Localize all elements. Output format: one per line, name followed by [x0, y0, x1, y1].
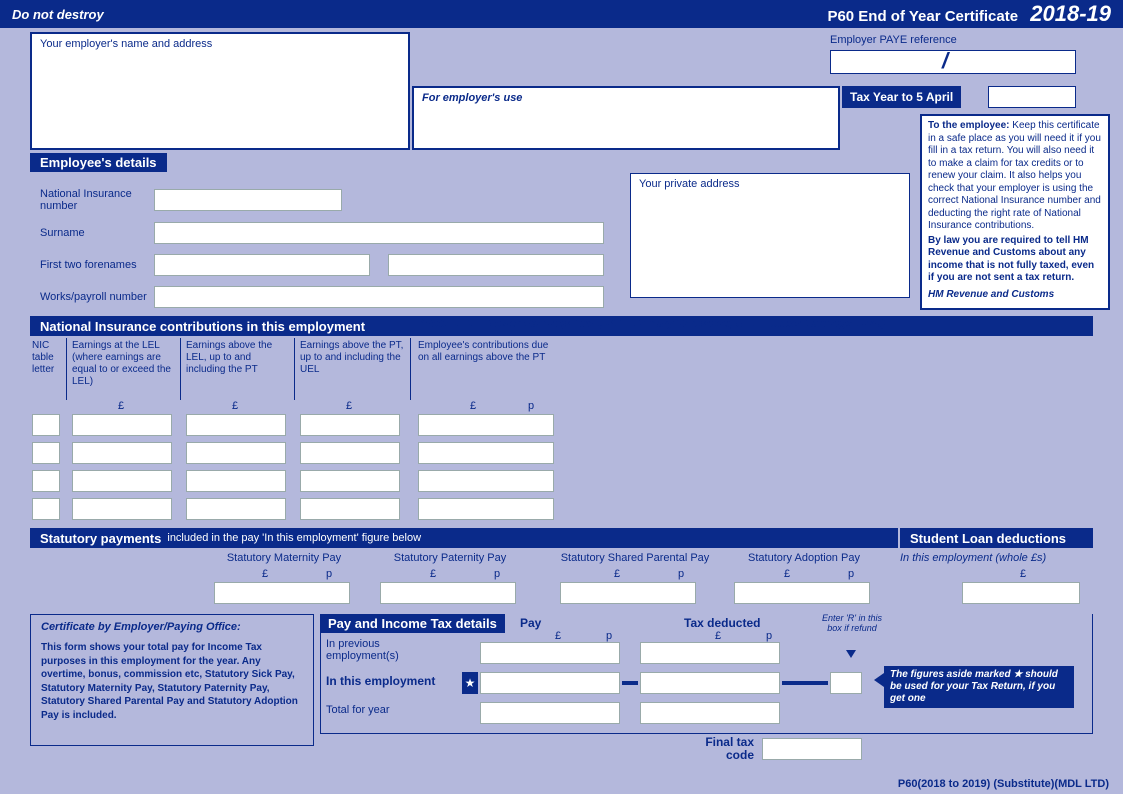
- forename2-input[interactable]: [388, 254, 604, 276]
- hmrc-signature: HM Revenue and Customs: [928, 289, 1102, 302]
- private-address-box[interactable]: Your private address: [630, 173, 910, 298]
- certificate-box: Certificate by Employer/Paying Office: T…: [30, 614, 314, 746]
- ni-abovelel-1[interactable]: [186, 414, 286, 436]
- star-icon: ★: [462, 672, 478, 694]
- certificate-heading: Certificate by Employer/Paying Office:: [41, 621, 303, 633]
- ni-header-letter: NIC table letter: [32, 340, 66, 376]
- employer-name-address-box[interactable]: Your employer's name and address: [30, 32, 410, 150]
- arrow-left-icon: [874, 673, 884, 687]
- final-tax-code-label: Final tax code: [684, 736, 754, 762]
- ni-letter-2[interactable]: [32, 442, 60, 464]
- employer-use-label: For employer's use: [422, 92, 522, 104]
- ni-abovept-4[interactable]: [300, 498, 400, 520]
- ni-contrib-4[interactable]: [418, 498, 554, 520]
- arrow-down-icon: [846, 650, 856, 658]
- paye-label: Employer PAYE reference: [830, 34, 957, 46]
- ni-abovept-3[interactable]: [300, 470, 400, 492]
- student-loan-sub: In this employment (whole £s): [900, 552, 1080, 564]
- ni-letter-1[interactable]: [32, 414, 60, 436]
- final-tax-code-input[interactable]: [762, 738, 862, 760]
- p60-form: Do not destroy P60 End of Year Certifica…: [0, 0, 1123, 794]
- employee-notice: To the employee: Keep this certificate i…: [920, 114, 1110, 310]
- total-label: Total for year: [326, 704, 390, 716]
- forename1-input[interactable]: [154, 254, 370, 276]
- pay-section-heading: Pay and Income Tax details: [320, 614, 505, 633]
- certificate-body: This form shows your total pay for Incom…: [41, 641, 303, 722]
- refund-r-input[interactable]: [830, 672, 862, 694]
- tax-head: Tax deducted: [684, 616, 760, 630]
- adoption-input[interactable]: [734, 582, 870, 604]
- paye-reference-input[interactable]: [830, 50, 1076, 74]
- ni-header-above-pt: Earnings above the PT, up to and includi…: [300, 340, 404, 376]
- prev-emp-label: In previous employment(s): [326, 638, 438, 662]
- tax-year-input[interactable]: [988, 86, 1076, 108]
- ni-section-note: (Note: LEL = Lower Earnings Limit, PT = …: [420, 318, 885, 330]
- ni-lel-2[interactable]: [72, 442, 172, 464]
- student-loan-bar: Student Loan deductions: [900, 528, 1093, 548]
- ni-abovelel-2[interactable]: [186, 442, 286, 464]
- maternity-label: Statutory Maternity Pay: [214, 552, 354, 564]
- sharedparental-label: Statutory Shared Parental Pay: [550, 552, 720, 564]
- star-note: The figures aside marked ★ should be use…: [884, 666, 1074, 708]
- forenames-label: First two forenames: [40, 259, 154, 271]
- topbar: Do not destroy P60 End of Year Certifica…: [0, 0, 1123, 28]
- footer-text: P60(2018 to 2019) (Substitute)(MDL LTD): [898, 778, 1109, 790]
- sharedparental-input[interactable]: [560, 582, 696, 604]
- ni-contrib-1[interactable]: [418, 414, 554, 436]
- employer-name-address-label: Your employer's name and address: [40, 38, 212, 50]
- this-tax-input[interactable]: [640, 672, 780, 694]
- form-year: 2018-19: [1030, 1, 1111, 26]
- payroll-input[interactable]: [154, 286, 604, 308]
- ni-lel-1[interactable]: [72, 414, 172, 436]
- ni-abovelel-3[interactable]: [186, 470, 286, 492]
- employer-use-box[interactable]: For employer's use: [412, 86, 840, 150]
- ni-number-input[interactable]: [154, 189, 342, 211]
- pay-head: Pay: [520, 616, 541, 630]
- surname-input[interactable]: [154, 222, 604, 244]
- paternity-label: Statutory Paternity Pay: [380, 552, 520, 564]
- ni-contrib-2[interactable]: [418, 442, 554, 464]
- total-pay-input[interactable]: [480, 702, 620, 724]
- ni-header-above-lel: Earnings above the LEL, up to and includ…: [186, 340, 290, 376]
- statutory-bar: Statutory payments included in the pay '…: [30, 528, 898, 548]
- payroll-label: Works/payroll number: [40, 291, 154, 303]
- ni-lel-3[interactable]: [72, 470, 172, 492]
- maternity-input[interactable]: [214, 582, 350, 604]
- surname-label: Surname: [40, 227, 154, 239]
- refund-note: Enter 'R' in this box if refund: [822, 614, 882, 634]
- form-title: P60 End of Year Certificate 2018-19: [827, 1, 1111, 27]
- ni-letter-4[interactable]: [32, 498, 60, 520]
- adoption-label: Statutory Adoption Pay: [734, 552, 874, 564]
- paye-slash: /: [942, 48, 948, 74]
- prev-tax-input[interactable]: [640, 642, 780, 664]
- student-loan-input[interactable]: [962, 582, 1080, 604]
- ni-header-contrib: Employee's contributions due on all earn…: [418, 340, 558, 364]
- ni-header-lel: Earnings at the LEL (where earnings are …: [72, 340, 176, 388]
- ni-abovept-1[interactable]: [300, 414, 400, 436]
- employee-details-heading: Employee's details: [30, 153, 167, 172]
- tax-year-label: Tax Year to 5 April: [842, 86, 961, 108]
- total-tax-input[interactable]: [640, 702, 780, 724]
- do-not-destroy: Do not destroy: [12, 7, 104, 22]
- ni-abovept-2[interactable]: [300, 442, 400, 464]
- paternity-input[interactable]: [380, 582, 516, 604]
- ni-lel-4[interactable]: [72, 498, 172, 520]
- ni-number-label: National Insurance number: [40, 188, 154, 212]
- ni-letter-3[interactable]: [32, 470, 60, 492]
- private-address-label: Your private address: [639, 178, 740, 190]
- ni-contrib-3[interactable]: [418, 470, 554, 492]
- prev-pay-input[interactable]: [480, 642, 620, 664]
- this-emp-label: In this employment: [326, 674, 435, 688]
- ni-abovelel-4[interactable]: [186, 498, 286, 520]
- this-pay-input[interactable]: [480, 672, 620, 694]
